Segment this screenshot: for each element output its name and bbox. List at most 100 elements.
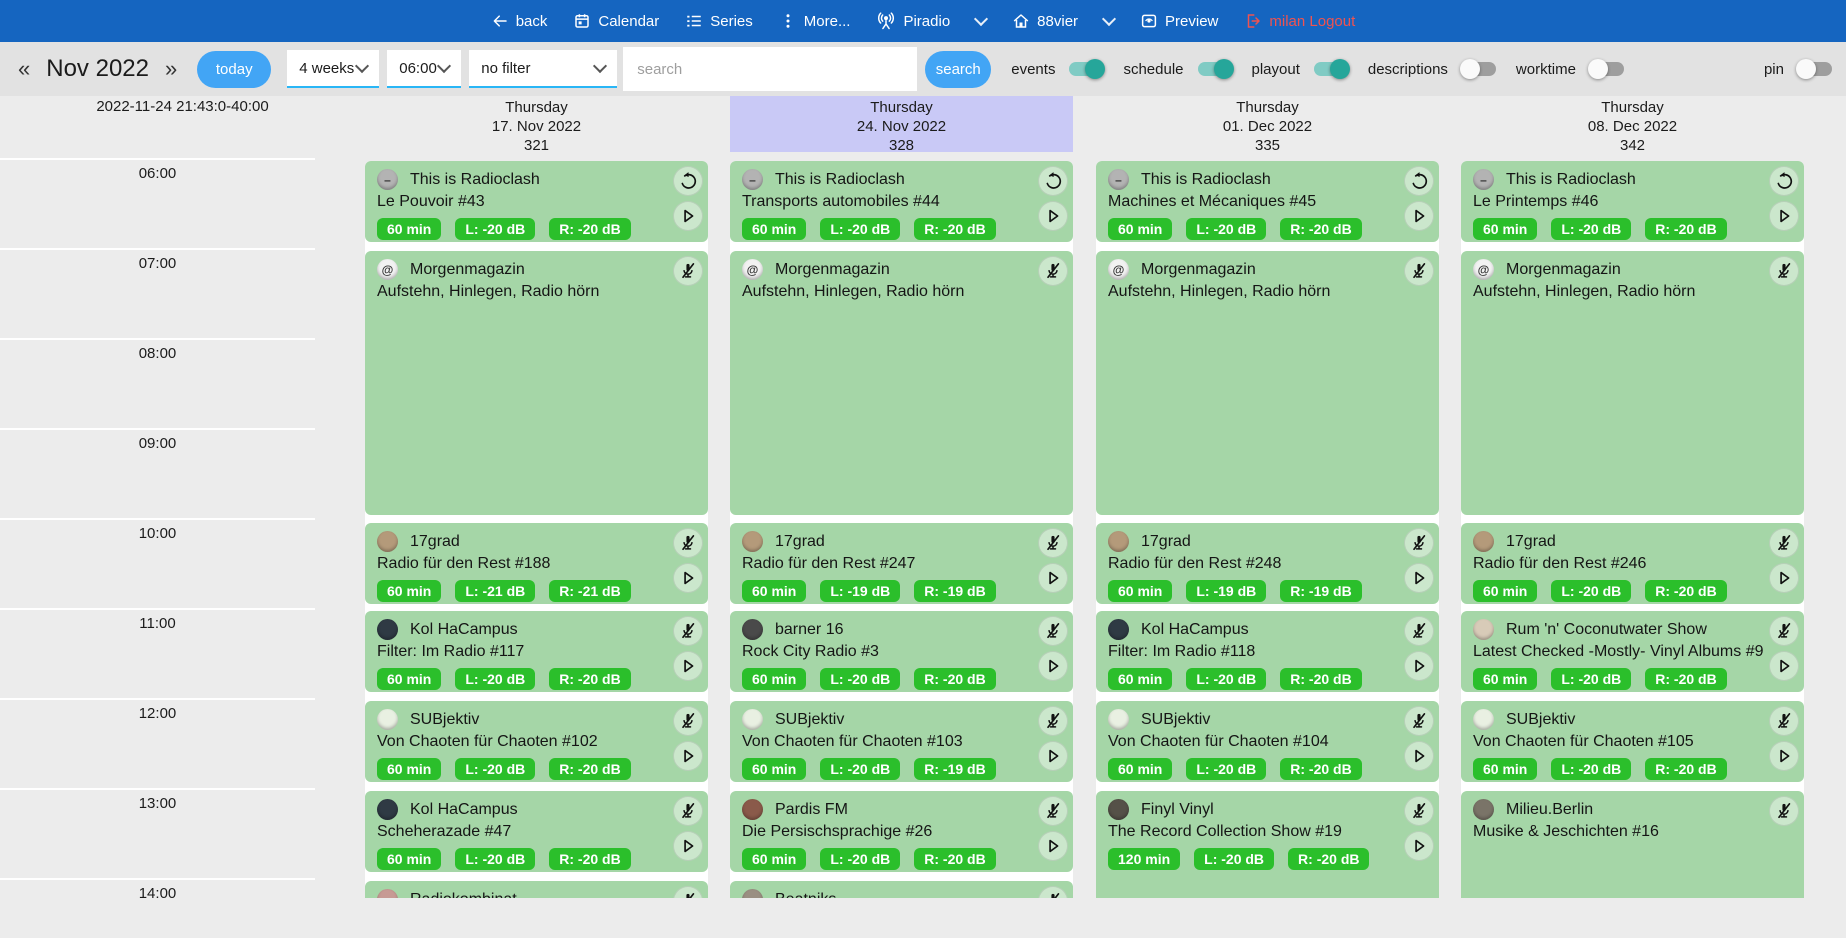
event-card[interactable]: Kol HaCampus Filter: Im Radio #117 60 mi… xyxy=(365,611,708,692)
event-card[interactable]: 17grad Radio für den Rest #188 60 min L: … xyxy=(365,523,708,604)
event-card[interactable]: SUBjektiv Von Chaoten für Chaoten #103 6… xyxy=(730,701,1073,782)
nav-station-piradio[interactable]: Piradio xyxy=(876,11,950,31)
mic-off-icon[interactable] xyxy=(1404,706,1434,736)
mic-off-icon[interactable] xyxy=(673,796,703,826)
range-select[interactable]: 4 weeks xyxy=(287,50,380,88)
event-card[interactable]: @ Morgenmagazin Aufstehn, Hinlegen, Radi… xyxy=(1461,251,1804,515)
nav-preview[interactable]: Preview xyxy=(1140,12,1218,30)
event-card[interactable]: SUBjektiv Von Chaoten für Chaoten #104 6… xyxy=(1096,701,1439,782)
mic-off-icon[interactable] xyxy=(1038,616,1068,646)
mic-off-icon[interactable] xyxy=(673,886,703,898)
event-card[interactable]: Finyl Vinyl The Record Collection Show #… xyxy=(1096,791,1439,898)
event-card[interactable]: Rum 'n' Coconutwater Show Latest Checked… xyxy=(1461,611,1804,692)
rebroadcast-icon[interactable] xyxy=(1769,166,1799,196)
play-button-icon[interactable] xyxy=(1038,201,1068,231)
event-badge-row: 60 min L: -20 dB R: -20 dB xyxy=(1473,668,1792,690)
mic-off-icon[interactable] xyxy=(1769,706,1799,736)
event-card[interactable]: – This is Radioclash Le Printemps #46 60… xyxy=(1461,161,1804,242)
play-button-icon[interactable] xyxy=(673,201,703,231)
mic-off-icon[interactable] xyxy=(1769,616,1799,646)
rebroadcast-icon[interactable] xyxy=(1038,166,1068,196)
day-header[interactable]: Thursday 17. Nov 2022 321 xyxy=(365,96,708,154)
nav-more[interactable]: More... xyxy=(779,12,850,30)
pin-toggle[interactable] xyxy=(1796,59,1832,79)
play-button-icon[interactable] xyxy=(1038,831,1068,861)
rebroadcast-icon[interactable] xyxy=(1404,166,1434,196)
nav-series[interactable]: Series xyxy=(685,12,753,30)
start-time-select[interactable]: 06:00 xyxy=(387,50,462,88)
play-button-icon[interactable] xyxy=(1038,651,1068,681)
prev-month-button[interactable]: « xyxy=(14,56,34,82)
event-card[interactable]: Kol HaCampus Filter: Im Radio #118 60 mi… xyxy=(1096,611,1439,692)
mic-off-icon[interactable] xyxy=(673,706,703,736)
event-card[interactable]: Kol HaCampus Scheherazade #47 60 min L: -… xyxy=(365,791,708,872)
mic-off-icon[interactable] xyxy=(1404,528,1434,558)
nav-logout[interactable]: milan Logout xyxy=(1244,12,1355,30)
play-button-icon[interactable] xyxy=(1769,651,1799,681)
event-card[interactable]: 17grad Radio für den Rest #247 60 min L: … xyxy=(730,523,1073,604)
mic-off-icon[interactable] xyxy=(673,616,703,646)
mic-off-icon[interactable] xyxy=(1769,256,1799,286)
mic-off-icon[interactable] xyxy=(1404,796,1434,826)
play-button-icon[interactable] xyxy=(1769,563,1799,593)
mic-off-icon[interactable] xyxy=(1038,528,1068,558)
day-header[interactable]: Thursday 24. Nov 2022 328 xyxy=(730,96,1073,154)
event-card[interactable]: @ Morgenmagazin Aufstehn, Hinlegen, Radi… xyxy=(365,251,708,515)
day-header[interactable]: Thursday 08. Dec 2022 342 xyxy=(1461,96,1804,154)
event-card[interactable]: Beatniks xyxy=(730,881,1073,898)
mic-off-icon[interactable] xyxy=(673,256,703,286)
event-card[interactable]: @ Morgenmagazin Aufstehn, Hinlegen, Radi… xyxy=(1096,251,1439,515)
toggle-worktime[interactable] xyxy=(1587,59,1624,79)
mic-off-icon[interactable] xyxy=(1038,796,1068,826)
play-button-icon[interactable] xyxy=(1038,741,1068,771)
mic-off-icon[interactable] xyxy=(1769,528,1799,558)
event-card[interactable]: Milieu.Berlin Musike & Jeschichten #16 xyxy=(1461,791,1804,898)
search-button[interactable]: search xyxy=(925,50,992,88)
mic-off-icon[interactable] xyxy=(1038,256,1068,286)
search-input[interactable] xyxy=(623,47,918,91)
event-card[interactable]: SUBjektiv Von Chaoten für Chaoten #102 6… xyxy=(365,701,708,782)
next-month-button[interactable]: » xyxy=(161,56,181,82)
event-card[interactable]: – This is Radioclash Transports automobi… xyxy=(730,161,1073,242)
event-card[interactable]: SUBjektiv Von Chaoten für Chaoten #105 6… xyxy=(1461,701,1804,782)
play-button-icon[interactable] xyxy=(1404,563,1434,593)
play-button-icon[interactable] xyxy=(673,741,703,771)
event-card[interactable]: 17grad Radio für den Rest #248 60 min L: … xyxy=(1096,523,1439,604)
event-card[interactable]: Radiokombinat xyxy=(365,881,708,898)
mic-off-icon[interactable] xyxy=(1404,256,1434,286)
event-card[interactable]: – This is Radioclash Machines et Mécaniq… xyxy=(1096,161,1439,242)
play-button-icon[interactable] xyxy=(673,563,703,593)
day-header[interactable]: Thursday 01. Dec 2022 335 xyxy=(1096,96,1439,154)
play-button-icon[interactable] xyxy=(1769,741,1799,771)
nav-back[interactable]: back xyxy=(491,12,547,30)
event-card[interactable]: 17grad Radio für den Rest #246 60 min L: … xyxy=(1461,523,1804,604)
mic-off-icon[interactable] xyxy=(1038,706,1068,736)
mic-off-icon[interactable] xyxy=(1038,886,1068,898)
event-card[interactable]: Pardis FM Die Persischsprachige #26 60 m… xyxy=(730,791,1073,872)
play-button-icon[interactable] xyxy=(1038,563,1068,593)
chevron-down-icon[interactable] xyxy=(1101,11,1117,27)
play-button-icon[interactable] xyxy=(1404,831,1434,861)
play-button-icon[interactable] xyxy=(673,831,703,861)
event-card[interactable]: @ Morgenmagazin Aufstehn, Hinlegen, Radi… xyxy=(730,251,1073,515)
play-button-icon[interactable] xyxy=(673,651,703,681)
toggle-events[interactable] xyxy=(1069,59,1106,79)
event-card[interactable]: barner 16 Rock City Radio #3 60 min L: -2… xyxy=(730,611,1073,692)
nav-calendar[interactable]: Calendar xyxy=(573,12,659,30)
toggle-playout[interactable] xyxy=(1313,59,1350,79)
toggle-schedule[interactable] xyxy=(1197,59,1234,79)
mic-off-icon[interactable] xyxy=(1769,796,1799,826)
play-button-icon[interactable] xyxy=(1404,741,1434,771)
play-button-icon[interactable] xyxy=(1404,201,1434,231)
chevron-down-icon[interactable] xyxy=(974,11,989,27)
nav-studio-88vier[interactable]: 88vier xyxy=(1012,12,1078,30)
play-button-icon[interactable] xyxy=(1404,651,1434,681)
play-button-icon[interactable] xyxy=(1769,201,1799,231)
today-button[interactable]: today xyxy=(197,50,272,88)
event-card[interactable]: – This is Radioclash Le Pouvoir #43 60 m… xyxy=(365,161,708,242)
filter-select[interactable]: no filter xyxy=(469,50,618,88)
toggle-descriptions[interactable] xyxy=(1459,59,1496,79)
mic-off-icon[interactable] xyxy=(673,528,703,558)
rebroadcast-icon[interactable] xyxy=(673,166,703,196)
mic-off-icon[interactable] xyxy=(1404,616,1434,646)
